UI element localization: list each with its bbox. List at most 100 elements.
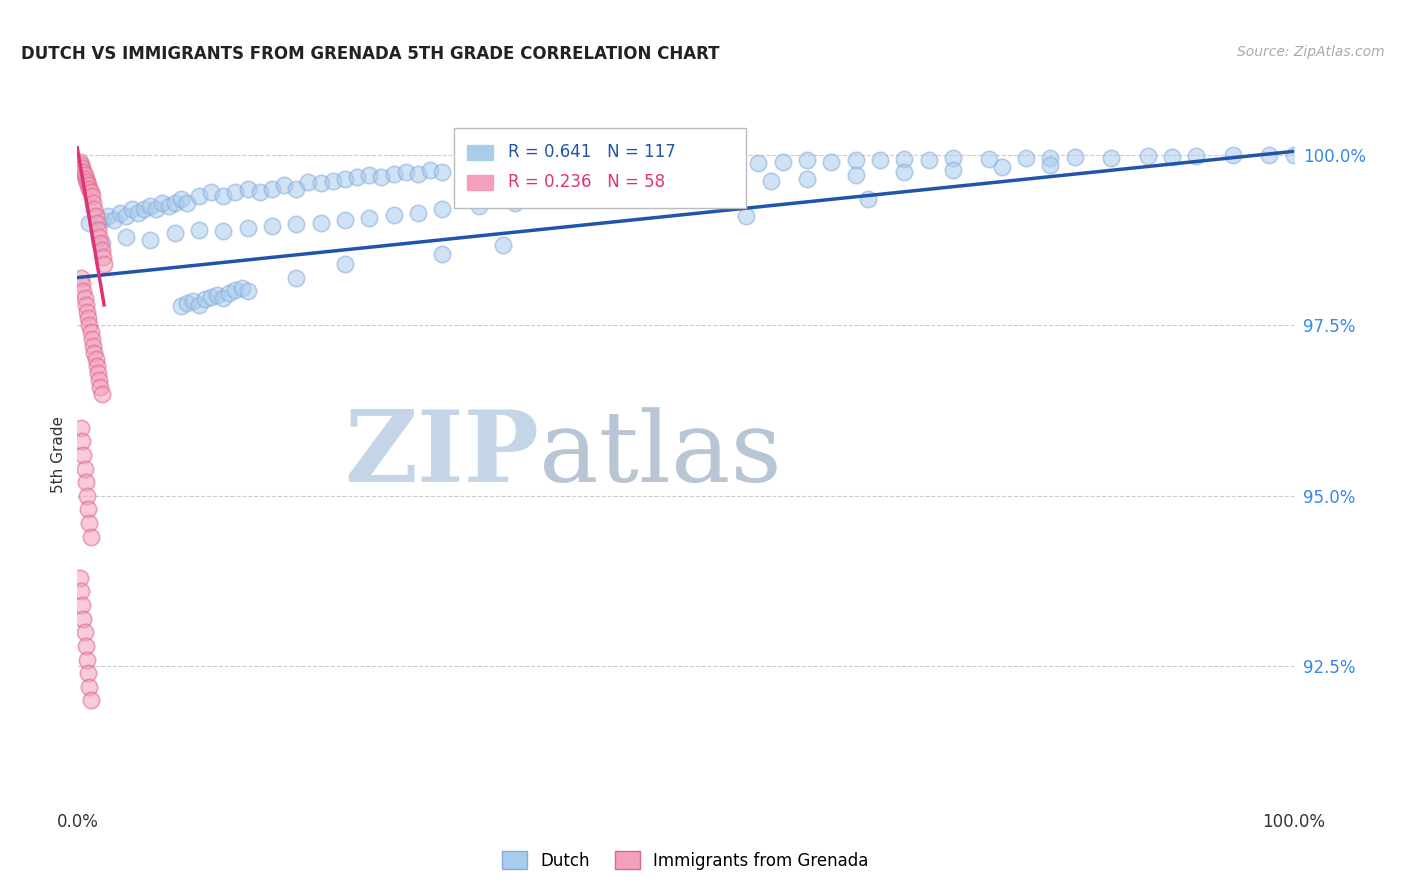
Point xyxy=(75,639,97,653)
Point xyxy=(79,182,101,196)
Point xyxy=(108,206,131,220)
Point xyxy=(1161,150,1184,164)
Point xyxy=(1136,149,1159,163)
Point xyxy=(285,182,308,196)
Point xyxy=(796,171,818,186)
Text: Source: ZipAtlas.com: Source: ZipAtlas.com xyxy=(1237,45,1385,59)
Point xyxy=(188,298,211,312)
Point xyxy=(152,195,174,210)
Point xyxy=(942,162,965,177)
Point xyxy=(285,270,308,285)
Point xyxy=(69,154,91,169)
Point xyxy=(72,448,94,462)
Point xyxy=(260,219,283,234)
Point xyxy=(735,209,758,223)
Point xyxy=(77,502,100,516)
Point xyxy=(382,208,405,222)
Point xyxy=(77,666,100,681)
Text: DUTCH VS IMMIGRANTS FROM GRENADA 5TH GRADE CORRELATION CHART: DUTCH VS IMMIGRANTS FROM GRENADA 5TH GRA… xyxy=(21,45,720,62)
Point xyxy=(76,304,98,318)
Point xyxy=(1099,151,1122,165)
Point xyxy=(236,182,259,196)
Point xyxy=(90,386,112,401)
Point xyxy=(176,195,198,210)
Point xyxy=(82,195,104,210)
Point xyxy=(86,216,108,230)
Point xyxy=(759,174,782,188)
Point xyxy=(772,154,794,169)
Point xyxy=(79,216,101,230)
Point xyxy=(76,175,98,189)
Point xyxy=(70,420,93,434)
Point xyxy=(212,224,235,238)
Point xyxy=(249,186,271,200)
Point xyxy=(80,530,103,544)
Point xyxy=(89,373,111,387)
Point xyxy=(188,223,211,237)
Point xyxy=(479,161,502,176)
Point xyxy=(285,218,308,232)
Point xyxy=(893,165,915,179)
Point xyxy=(686,178,709,193)
Point xyxy=(845,168,868,182)
Point xyxy=(103,212,125,227)
Point xyxy=(1015,151,1038,165)
Point xyxy=(72,284,94,298)
Point xyxy=(650,182,672,196)
Point xyxy=(80,186,103,200)
Point xyxy=(309,177,332,191)
Point xyxy=(181,294,204,309)
Point xyxy=(553,160,575,174)
Point xyxy=(273,178,295,193)
Point xyxy=(406,167,429,181)
FancyBboxPatch shape xyxy=(467,145,494,160)
Point xyxy=(91,250,114,264)
Point xyxy=(73,291,96,305)
Point xyxy=(163,226,186,240)
Point xyxy=(79,680,101,694)
Point xyxy=(212,291,235,305)
Point xyxy=(406,206,429,220)
Point xyxy=(121,202,143,217)
Point xyxy=(163,195,186,210)
Point xyxy=(224,283,246,297)
Point xyxy=(820,154,842,169)
Point xyxy=(115,229,138,244)
Point xyxy=(87,223,110,237)
Point xyxy=(260,182,283,196)
Point xyxy=(796,153,818,168)
Point xyxy=(70,158,93,172)
Point xyxy=(72,165,94,179)
Point xyxy=(1039,158,1062,172)
Point xyxy=(73,168,96,182)
Point xyxy=(723,177,745,191)
Point xyxy=(1039,151,1062,165)
Point xyxy=(1282,148,1305,162)
Text: ZIP: ZIP xyxy=(344,407,540,503)
Point xyxy=(467,199,489,213)
Point xyxy=(76,489,98,503)
Point xyxy=(79,318,101,333)
Point xyxy=(89,380,111,394)
Point xyxy=(200,290,222,304)
Point xyxy=(224,186,246,200)
Point xyxy=(747,156,769,170)
Point xyxy=(170,192,193,206)
Point xyxy=(89,236,111,251)
Point xyxy=(869,153,891,168)
Point xyxy=(231,281,253,295)
Point xyxy=(84,209,107,223)
Y-axis label: 5th Grade: 5th Grade xyxy=(51,417,66,493)
Point xyxy=(170,299,193,313)
Point xyxy=(127,206,149,220)
Point xyxy=(73,625,96,640)
Point xyxy=(80,188,103,202)
Point xyxy=(540,192,562,206)
Point xyxy=(492,237,515,252)
Point xyxy=(84,352,107,367)
Point xyxy=(90,236,112,251)
Point xyxy=(309,216,332,230)
Point xyxy=(942,151,965,165)
Point xyxy=(80,332,103,346)
Point xyxy=(1185,149,1208,163)
